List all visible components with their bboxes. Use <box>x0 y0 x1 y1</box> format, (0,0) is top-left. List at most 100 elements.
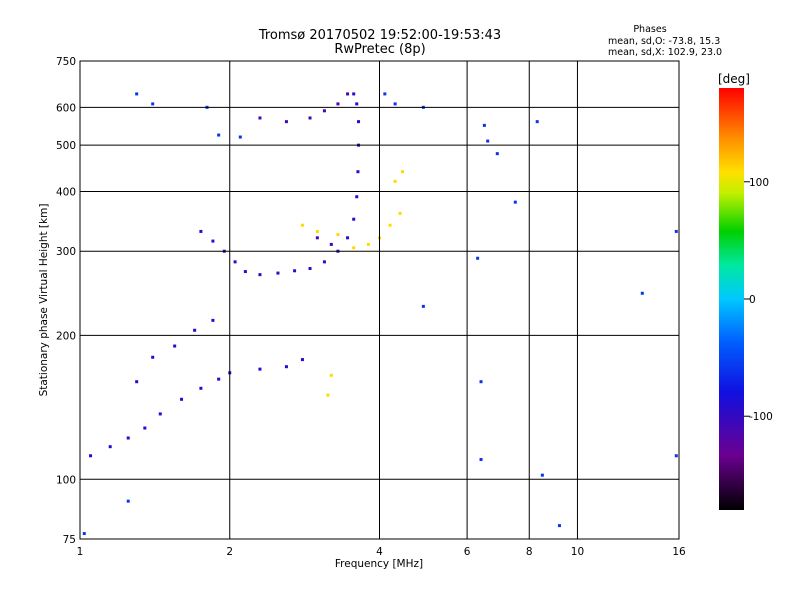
echo-point <box>126 499 130 503</box>
echo-point <box>336 102 340 106</box>
colorbar-ticks: 100 0 -100 <box>744 177 773 423</box>
echo-point <box>308 116 312 120</box>
title: Tromsø 20170502 19:52:00-19:53:43 RwPret… <box>258 28 501 57</box>
echo-point <box>393 179 397 183</box>
echo-point <box>89 454 93 458</box>
echo-point <box>322 109 326 113</box>
echo-point <box>326 393 330 397</box>
echo-point <box>336 233 340 237</box>
echo-point <box>143 426 147 430</box>
y-tick-label: 400 <box>56 186 76 198</box>
echo-point <box>238 135 242 139</box>
echo-point <box>258 273 262 277</box>
echo-point <box>315 229 319 233</box>
echo-point <box>640 291 644 295</box>
x-tick-label: 6 <box>464 546 471 558</box>
echo-point <box>193 328 197 332</box>
stats-heading: Phases <box>633 24 666 35</box>
echo-point <box>135 92 139 96</box>
colorbar-tick-label: -100 <box>749 411 773 423</box>
echo-point <box>284 120 288 124</box>
echo-point <box>398 211 402 215</box>
y-tick-label: 100 <box>56 474 76 486</box>
echo-point <box>356 170 360 174</box>
echo-point <box>482 123 486 127</box>
x-axis-ticks: 1 2 4 6 8 10 16 <box>77 546 686 558</box>
y-tick-label: 600 <box>56 102 76 114</box>
echo-point <box>479 380 483 384</box>
echo-point <box>357 120 361 124</box>
x-tick-label: 10 <box>571 546 584 558</box>
echo-point <box>355 195 359 199</box>
echo-point <box>535 120 539 124</box>
colorbar: [deg] 100 0 -100 <box>718 72 773 510</box>
y-axis-ticks: 75 100 200 300 400 500 600 750 <box>56 56 76 546</box>
x-axis-label: Frequency [MHz] <box>335 558 423 570</box>
y-tick-label: 200 <box>56 330 76 342</box>
echo-point <box>258 367 262 371</box>
y-tick-label: 75 <box>63 534 76 546</box>
echo-point <box>315 236 319 240</box>
y-tick-label: 300 <box>56 246 76 258</box>
x-tick-label: 4 <box>376 546 383 558</box>
echo-point <box>233 260 237 264</box>
echo-point <box>352 217 356 221</box>
colorbar-scale <box>719 88 744 510</box>
y-tick-label: 750 <box>56 56 76 68</box>
echo-point <box>476 256 480 260</box>
stats-line-1: mean, sd,O: -73.8, 15.3 <box>608 36 720 47</box>
echo-point <box>173 344 177 348</box>
echo-point <box>300 358 304 362</box>
echo-point <box>82 532 86 536</box>
echo-point <box>513 200 517 204</box>
echo-point <box>300 223 304 227</box>
plot-frame <box>79 60 680 540</box>
echo-point <box>540 473 544 477</box>
colorbar-label: [deg] <box>718 72 750 86</box>
echo-point <box>258 116 262 120</box>
x-tick-label: 8 <box>526 546 533 558</box>
echo-point <box>479 457 483 461</box>
data-points <box>82 92 678 536</box>
echo-point <box>393 102 397 106</box>
phase-stats: Phases mean, sd,O: -73.8, 15.3 mean, sd,… <box>608 24 722 58</box>
echo-point <box>180 397 184 401</box>
echo-point <box>346 236 350 240</box>
echo-point <box>151 102 155 106</box>
echo-point <box>308 267 312 271</box>
echo-point <box>495 152 499 156</box>
echo-point <box>421 304 425 308</box>
echo-point <box>158 412 162 416</box>
echo-point <box>352 246 356 250</box>
colorbar-tick-label: 0 <box>749 294 756 306</box>
echo-point <box>211 239 215 243</box>
title-line-1: Tromsø 20170502 19:52:00-19:53:43 <box>258 28 501 43</box>
echo-point <box>674 454 678 458</box>
echo-point <box>217 133 221 137</box>
echo-point <box>486 139 490 143</box>
echo-point <box>211 318 215 322</box>
echo-point <box>293 269 297 273</box>
echo-point <box>108 445 112 449</box>
stats-line-2: mean, sd,X: 102.9, 23.0 <box>608 47 722 58</box>
echo-point <box>151 355 155 359</box>
echo-point <box>329 242 333 246</box>
echo-point <box>322 260 326 264</box>
colorbar-tick-label: 100 <box>749 177 769 189</box>
echo-point <box>557 524 561 528</box>
y-axis-label: Stationary phase Virtual Height [km] <box>38 204 50 397</box>
echo-point <box>243 270 247 274</box>
echo-point <box>276 271 280 275</box>
echo-point <box>352 92 356 96</box>
echo-point <box>366 242 370 246</box>
echo-point <box>135 380 139 384</box>
x-tick-label: 16 <box>672 546 686 558</box>
x-tick-label: 2 <box>226 546 233 558</box>
echo-point <box>355 102 359 106</box>
x-tick-label: 1 <box>77 546 84 558</box>
echo-point <box>346 92 350 96</box>
echo-point <box>329 373 333 377</box>
grid-lines <box>80 61 679 539</box>
echo-point <box>674 229 678 233</box>
